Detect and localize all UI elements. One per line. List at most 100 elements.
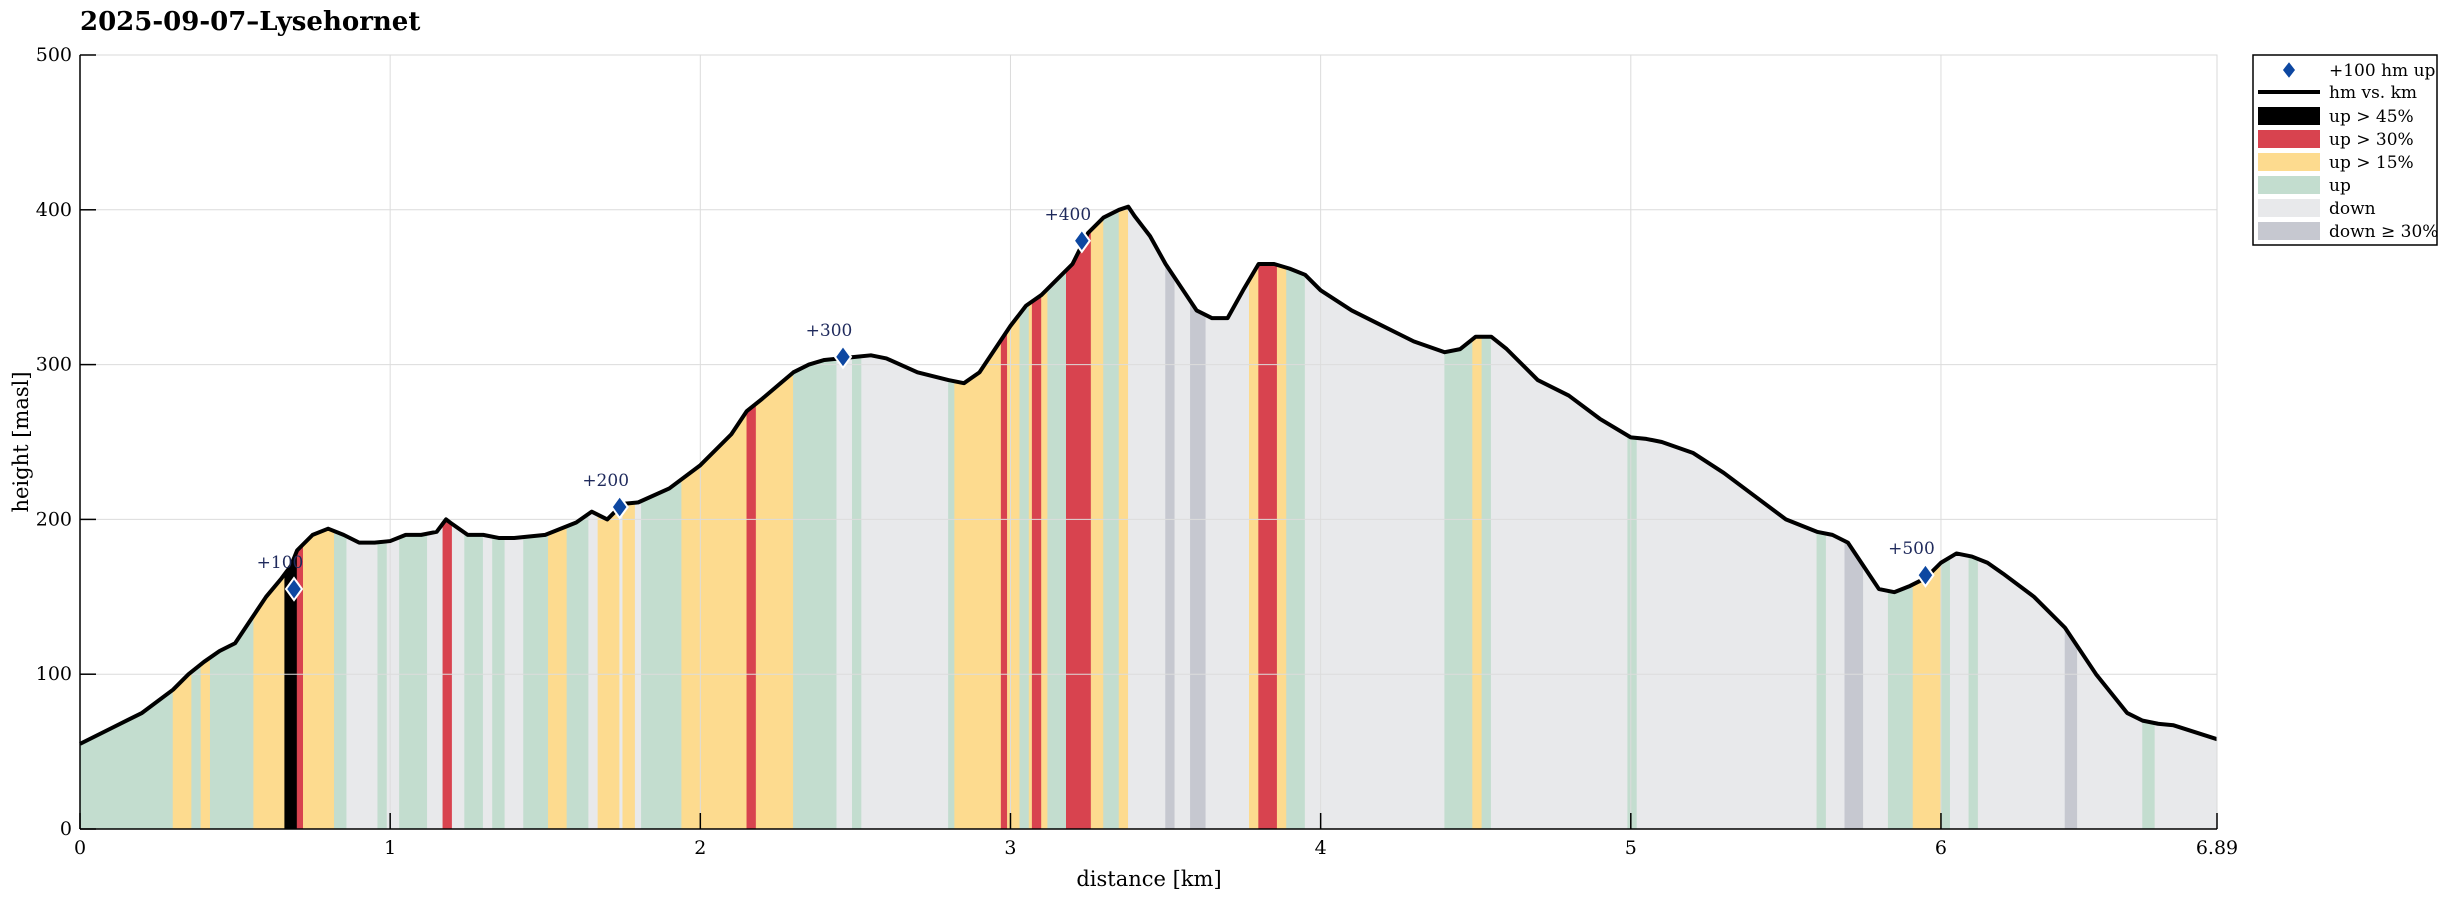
band-up <box>191 663 202 830</box>
band-down <box>1825 533 1846 830</box>
legend-label: hm vs. km <box>2329 83 2417 103</box>
band-up <box>334 530 348 830</box>
band-up15 <box>1249 262 1259 830</box>
band-up15 <box>755 371 794 830</box>
band-down <box>1304 274 1445 830</box>
y-tick-label: 200 <box>36 508 72 530</box>
profile-line <box>79 204 2218 746</box>
x-tick-label: 4 <box>1315 837 1327 859</box>
x-tick-label: 0 <box>74 837 86 859</box>
y-tick-label: 100 <box>36 663 72 685</box>
band-up15 <box>253 573 286 830</box>
axes: 0 1 2 3 4 5 6 6.89 0 100 200 300 400 500 <box>36 44 2238 859</box>
x-axis-label: distance [km] <box>1076 867 1221 891</box>
x-tick-label: 3 <box>1004 837 1016 859</box>
hm-marker-label: +300 <box>806 321 853 341</box>
band-up <box>1481 336 1492 830</box>
band-down30 <box>1190 300 1207 830</box>
x-tick-label: 5 <box>1625 837 1637 859</box>
band-up15 <box>1912 562 1942 830</box>
band-up <box>1627 434 1638 830</box>
legend-label: up > 15% <box>2329 153 2414 173</box>
band-down <box>482 534 493 830</box>
band-down <box>1636 437 1818 830</box>
band-up15 <box>303 528 335 830</box>
legend-swatch-up45 <box>2258 107 2320 125</box>
hm-marker-label: +500 <box>1888 539 1935 559</box>
hm-markers: +100 +200 +300 +400 +500 <box>257 205 1935 602</box>
x-tick-label: 2 <box>694 837 706 859</box>
gradient-bands <box>79 205 2218 830</box>
band-up <box>1019 303 1030 830</box>
y-tick-label: 300 <box>36 354 72 376</box>
legend-swatch-down30 <box>2258 222 2320 240</box>
y-tick-label: 500 <box>36 44 72 66</box>
chart-title: 2025-09-07–Lysehornet <box>80 7 420 37</box>
grid-lines <box>80 55 2217 829</box>
legend-label: down <box>2329 199 2376 219</box>
band-down <box>386 536 400 830</box>
band-up <box>1968 555 1979 830</box>
hm-marker-label: +200 <box>582 471 629 491</box>
band-up30 <box>1000 329 1008 830</box>
y-axis-label: height [masl] <box>9 371 33 512</box>
band-down <box>1863 564 1889 830</box>
band-up30 <box>1031 294 1042 830</box>
band-down <box>1977 558 2066 830</box>
band-up15 <box>622 502 636 830</box>
hm-marker <box>1916 562 1935 588</box>
band-down30 <box>1165 262 1176 830</box>
legend-swatch-up <box>2258 176 2320 194</box>
band-up <box>464 532 484 830</box>
y-tick-label: 0 <box>60 818 72 840</box>
band-up <box>209 614 254 830</box>
band-up <box>566 513 589 830</box>
band-down <box>1128 205 1166 830</box>
band-down <box>588 511 599 830</box>
band-up <box>1816 531 1827 830</box>
band-up <box>948 379 955 830</box>
band-up <box>641 478 683 830</box>
band-up15 <box>172 671 192 830</box>
band-down <box>1174 276 1191 830</box>
legend-marker-symbol <box>2281 59 2297 81</box>
band-up15 <box>548 525 568 830</box>
band-up30 <box>746 402 757 830</box>
band-down <box>1490 336 1628 830</box>
band-down <box>427 522 444 830</box>
band-down <box>619 503 624 830</box>
x-tick-label: 6 <box>1935 837 1947 859</box>
band-up15 <box>597 506 620 830</box>
hm-marker <box>1072 228 1092 254</box>
band-up <box>1887 583 1914 830</box>
x-tick-label: 1 <box>384 837 396 859</box>
band-up15 <box>1041 288 1048 830</box>
band-up15 <box>954 338 1002 830</box>
band-up <box>851 355 862 830</box>
band-up15 <box>200 656 211 830</box>
band-down <box>451 523 465 830</box>
band-down <box>1949 553 1970 830</box>
legend-label: up > 30% <box>2329 130 2414 150</box>
x-tick-label: 6.89 <box>2196 837 2238 859</box>
legend-label: up > 45% <box>2329 107 2414 127</box>
band-up <box>1444 338 1473 830</box>
legend-label: up <box>2329 176 2351 196</box>
legend-label: +100 hm up <box>2329 61 2436 81</box>
legend-label: down ≥ 30% <box>2329 222 2438 242</box>
profile-line-group <box>79 204 2218 746</box>
band-up <box>2142 720 2156 830</box>
band-up <box>492 536 506 830</box>
band-up15 <box>1472 336 1483 830</box>
band-up15 <box>1276 264 1287 830</box>
y-tick-label: 400 <box>36 199 72 221</box>
band-down <box>1205 278 1250 830</box>
band-down <box>504 536 524 830</box>
hm-marker <box>284 576 304 602</box>
band-down <box>346 535 379 830</box>
band-up <box>523 533 549 830</box>
band-up15 <box>1007 312 1021 830</box>
band-up <box>79 689 174 830</box>
legend-swatch-up15 <box>2258 153 2320 171</box>
